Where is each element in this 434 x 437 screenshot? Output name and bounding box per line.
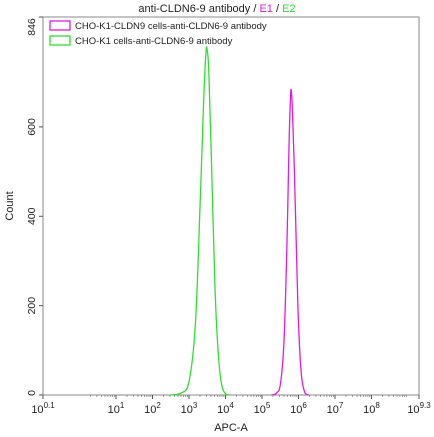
x-tick-label-3: 103 [181,401,198,416]
y-tick-label-3: 600 [26,118,38,136]
x-tick-label-7: 107 [327,401,344,416]
x-tick-label-9: 109.3 [407,401,431,416]
y-axis-ticks: 0 200 400 600 846 [26,16,43,396]
y-tick-label-0: 0 [26,390,38,396]
series-line-1 [169,46,230,396]
chart-title: anti-CLDN6-9 antibody / E1 / E2 [138,3,295,15]
chart-title-e2: E2 [282,3,295,15]
x-tick-label-1: 101 [108,401,125,416]
x-tick-label-2: 102 [144,401,161,416]
x-tick-label-0: 100.1 [31,401,55,416]
x-tick-label-5: 105 [254,401,271,416]
x-axis-ticks: 100.1 101 102 103 104 105 106 107 108 109.3 [31,395,431,416]
y-tick-label-4: 846 [26,18,38,36]
x-axis-label: APC-A [214,422,248,434]
x-tick-label-6: 106 [290,401,307,416]
legend-swatch-1 [49,35,71,46]
legend-swatch-0 [49,20,71,31]
legend-label-0: CHO-K1-CLDN9 cells-anti-CLDN6-9 antibody [75,21,267,32]
x-tick-label-4: 104 [217,401,234,416]
chart-title-separator: / [273,3,282,15]
y-tick-label-2: 400 [26,207,38,225]
legend: CHO-K1-CLDN9 cells-anti-CLDN6-9 antibody… [49,20,267,47]
y-tick-label-1: 200 [26,297,38,315]
chart-title-prefix: anti-CLDN6-9 antibody / [138,3,259,15]
legend-label-1: CHO-K1 cells-anti-CLDN6-9 antibody [75,36,233,47]
y-axis-label: Count [4,191,16,220]
plot-frame [42,16,420,396]
series-line-0 [271,88,310,396]
chart-title-e1: E1 [259,3,272,15]
series-layer [169,46,310,396]
x-tick-label-8: 108 [363,401,380,416]
